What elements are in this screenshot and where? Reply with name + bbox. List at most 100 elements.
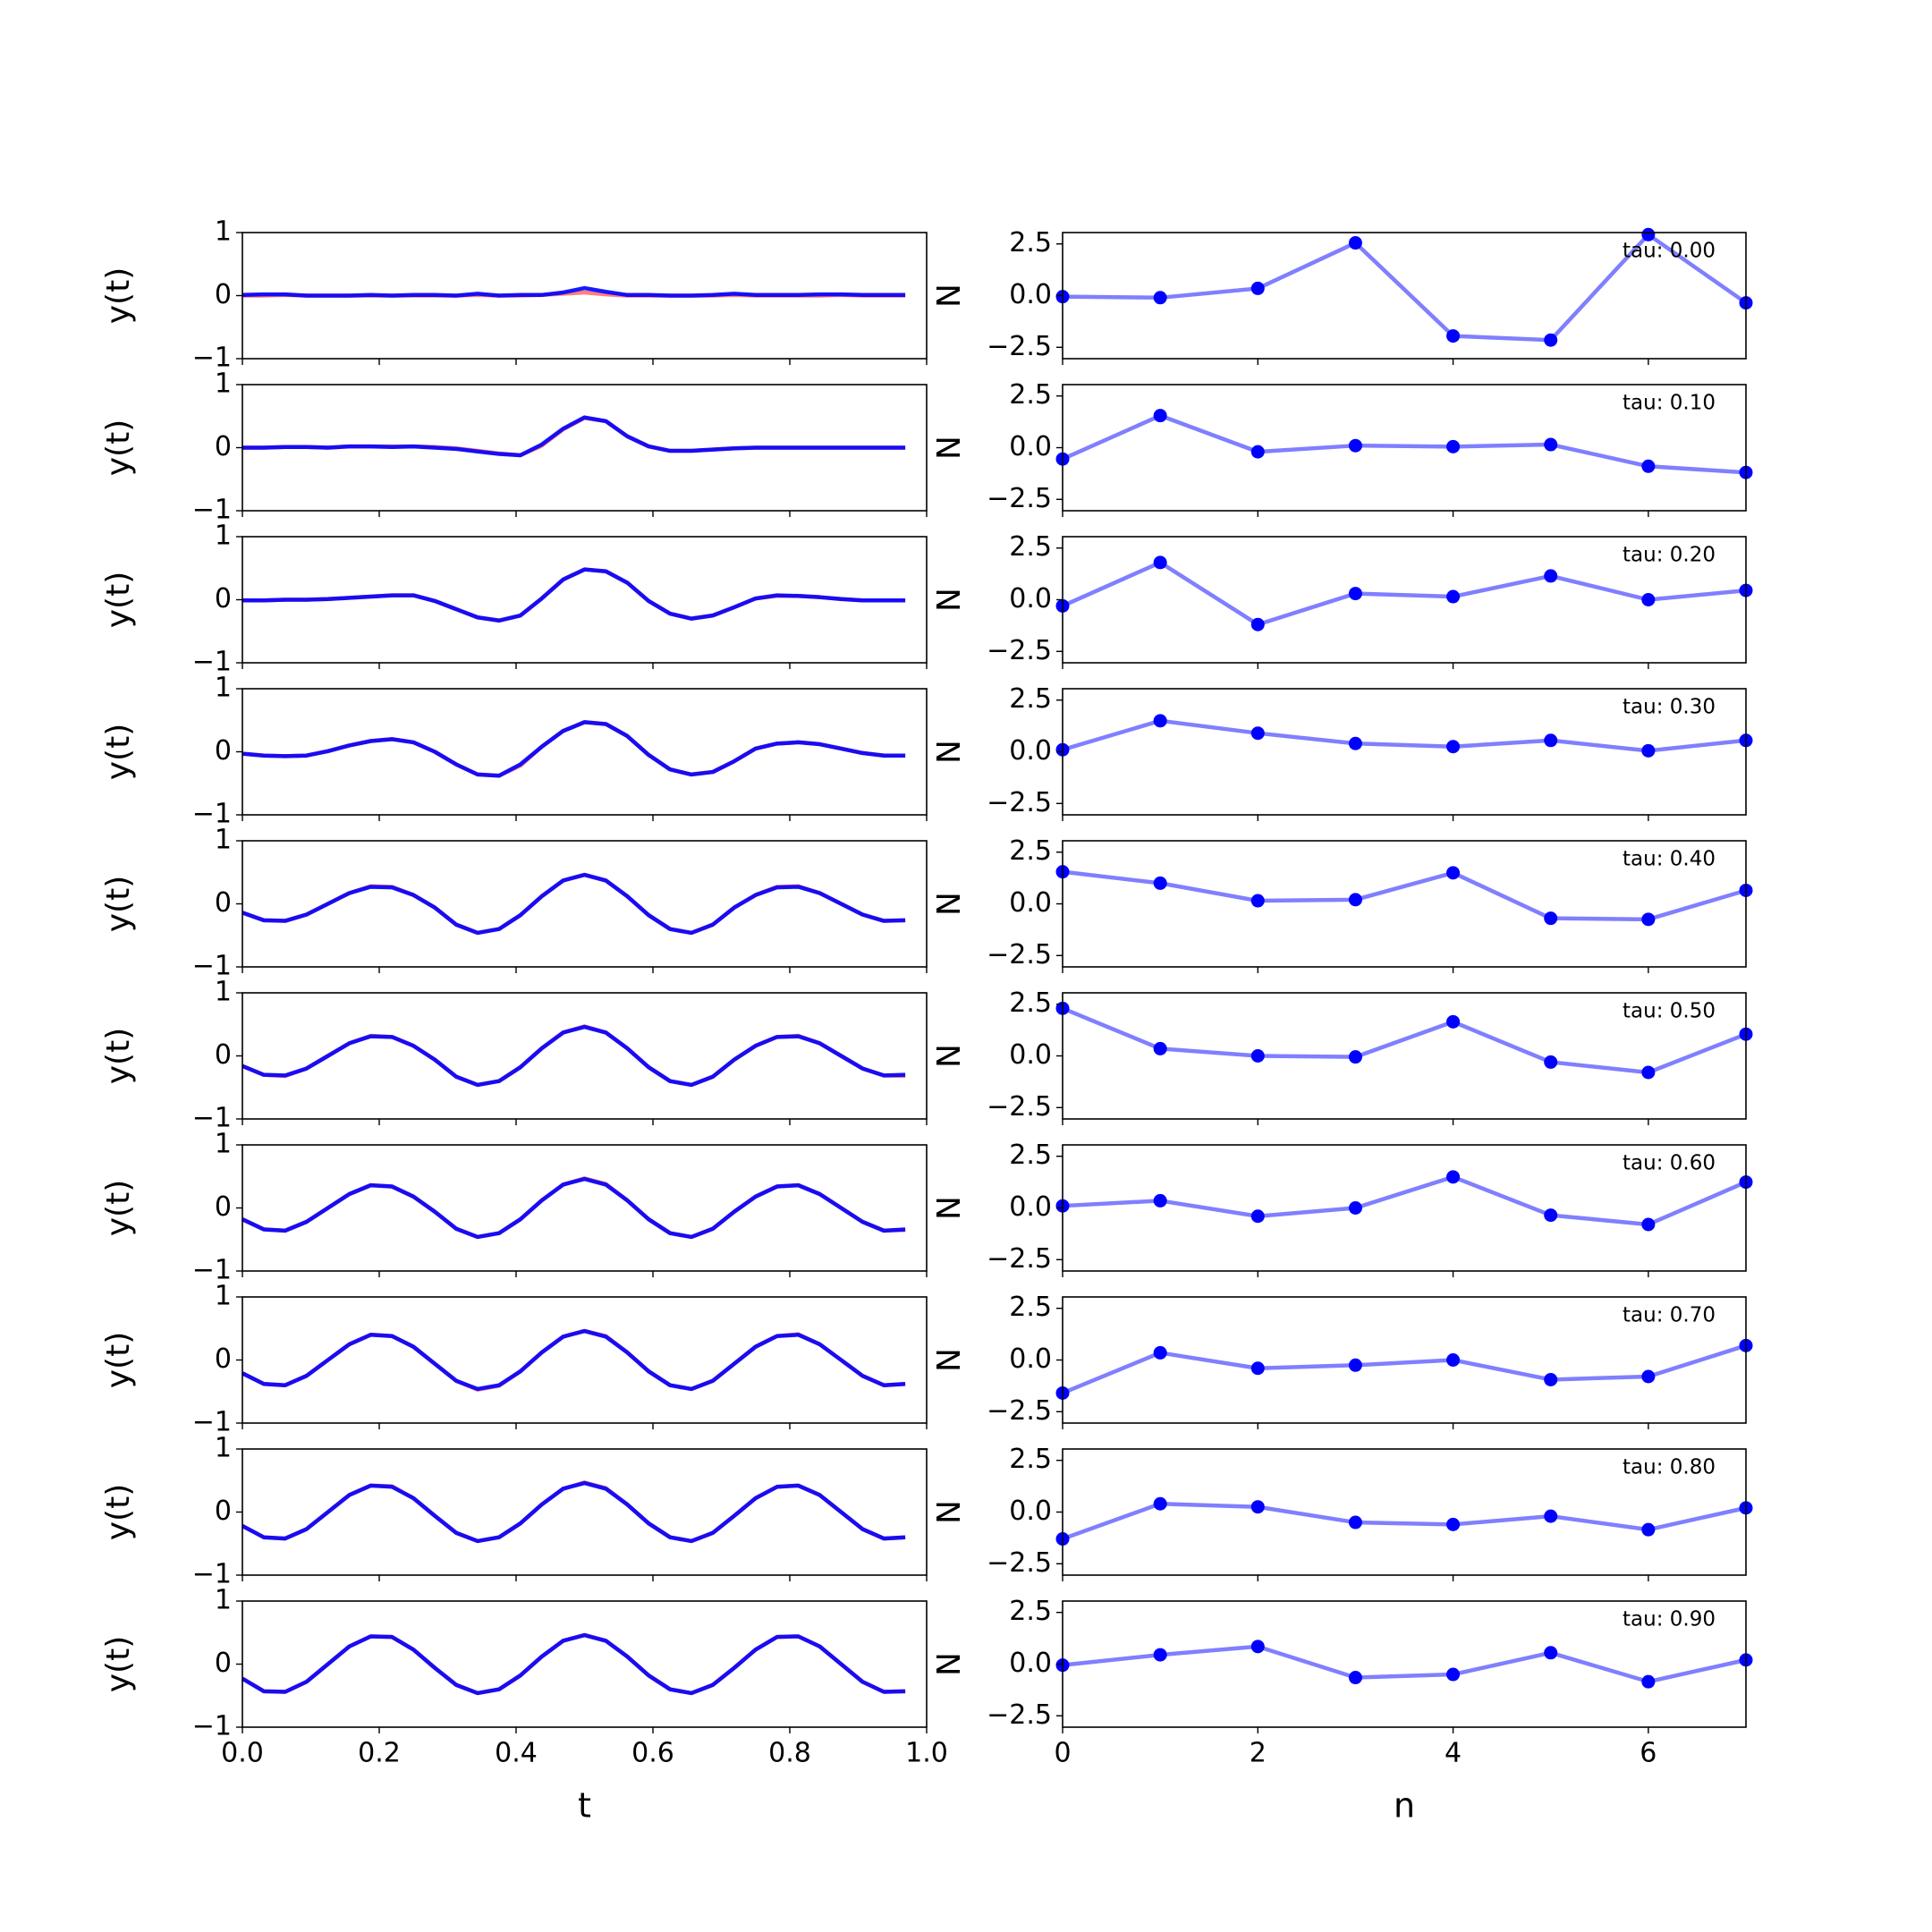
y-tick-label: −2.5 (987, 1395, 1052, 1427)
y-tick-label: −1 (192, 1255, 232, 1286)
x-axis-label: n (1394, 1786, 1415, 1826)
data-point (1348, 1201, 1362, 1215)
y-tick-label: −2.5 (987, 483, 1052, 514)
y-tick-label: −2.5 (987, 1547, 1052, 1579)
data-point (1446, 1353, 1461, 1367)
data-point (1348, 1050, 1362, 1064)
axes-background (242, 841, 927, 967)
y-tick-label: 0.0 (1009, 431, 1052, 462)
y-axis-label: y(t) (100, 419, 137, 477)
y-tick-label: 0 (215, 431, 232, 462)
y-axis-label: y(t) (100, 1484, 137, 1541)
data-line (242, 1024, 906, 1088)
axes-background (242, 1297, 927, 1423)
y-tick-label: −1 (192, 1103, 232, 1134)
y-axis-label: N (931, 1196, 968, 1220)
axes-background (1063, 689, 1746, 815)
data-point (1153, 555, 1167, 570)
data-point (1446, 1014, 1461, 1029)
x-tick-label: 0.8 (768, 1738, 811, 1769)
data-line (241, 1632, 906, 1696)
y-tick-label: 0 (215, 1039, 232, 1071)
data-point (1250, 1209, 1265, 1224)
y-tick-label: 1 (215, 216, 232, 248)
axes-background (242, 1449, 927, 1575)
y-tick-label: 2.5 (1009, 227, 1052, 258)
y-tick-label: 2.5 (1009, 1140, 1052, 1171)
data-point (1544, 1372, 1558, 1386)
data-point (1348, 587, 1362, 601)
y-tick-label: 0 (215, 1343, 232, 1375)
data-point (1153, 1345, 1167, 1360)
y-tick-label: −2.5 (987, 939, 1052, 970)
y-tick-label: 2.5 (1009, 1292, 1052, 1323)
axes-background (1063, 1297, 1746, 1423)
data-point (1544, 911, 1558, 926)
y-tick-label: −2.5 (987, 331, 1052, 362)
data-line (1062, 1502, 1747, 1541)
data-point (1641, 1065, 1656, 1080)
y-tick-label: 2.5 (1009, 683, 1052, 715)
y-tick-label: 0 (215, 1191, 232, 1223)
data-point (1153, 409, 1167, 423)
annotation: tau: 0.30 (1623, 696, 1716, 719)
x-tick-label: 6 (1640, 1738, 1657, 1769)
data-point (1544, 1208, 1558, 1223)
data-point (1446, 1170, 1461, 1184)
data-point (1250, 281, 1265, 295)
data-point (1544, 437, 1558, 452)
data-line (241, 1328, 906, 1392)
y-tick-label: −2.5 (987, 635, 1052, 666)
y-axis-label: y(t) (100, 1028, 137, 1085)
axes-background (242, 993, 927, 1119)
data-point (1250, 1049, 1265, 1063)
y-tick-label: 2.5 (1009, 531, 1052, 563)
axes-background (1063, 1145, 1746, 1271)
data-point (1348, 236, 1362, 250)
y-tick-label: −2.5 (987, 1243, 1052, 1275)
data-point (1446, 866, 1461, 880)
data-point (1544, 569, 1558, 583)
y-tick-label: 0 (215, 279, 232, 310)
data-point (1153, 876, 1167, 890)
axes-background (1063, 993, 1746, 1119)
axes-background (242, 689, 927, 815)
y-tick-label: −1 (192, 799, 232, 830)
y-tick-label: 1 (215, 825, 232, 856)
y-tick-label: 0 (215, 735, 232, 767)
data-point (1250, 617, 1265, 631)
data-point (1641, 1522, 1656, 1537)
y-tick-label: 0 (215, 887, 232, 919)
annotation: tau: 0.50 (1623, 1000, 1716, 1023)
y-tick-label: 2.5 (1009, 1444, 1052, 1475)
data-point (1250, 726, 1265, 741)
y-tick-label: 0.0 (1009, 583, 1052, 614)
data-line (242, 720, 906, 778)
y-axis-label: y(t) (100, 1180, 137, 1237)
y-axis-label: N (931, 892, 968, 916)
y-tick-label: −2.5 (987, 787, 1052, 818)
y-tick-label: −1 (192, 951, 232, 982)
axes-background (1063, 1601, 1746, 1727)
data-line (1062, 1343, 1747, 1395)
annotation: tau: 0.10 (1623, 392, 1716, 415)
y-axis-label: y(t) (100, 572, 137, 629)
y-tick-label: 0.0 (1009, 735, 1052, 767)
axes-background (242, 1601, 927, 1727)
y-axis-label: N (931, 284, 968, 308)
y-tick-label: 2.5 (1009, 835, 1052, 867)
data-point (1544, 733, 1558, 748)
axes-background (1063, 537, 1746, 663)
data-point (1446, 1667, 1461, 1682)
y-axis-label: y(t) (100, 876, 137, 933)
data-point (1153, 1041, 1167, 1055)
data-point (1153, 714, 1167, 728)
x-tick-label: 0.2 (358, 1738, 401, 1769)
data-point (1446, 439, 1461, 453)
data-line (1062, 1174, 1747, 1227)
y-tick-label: 0.0 (1009, 1648, 1052, 1679)
y-tick-label: 2.5 (1009, 379, 1052, 411)
y-axis-label: N (931, 1044, 968, 1068)
y-tick-label: 0 (215, 1496, 232, 1527)
